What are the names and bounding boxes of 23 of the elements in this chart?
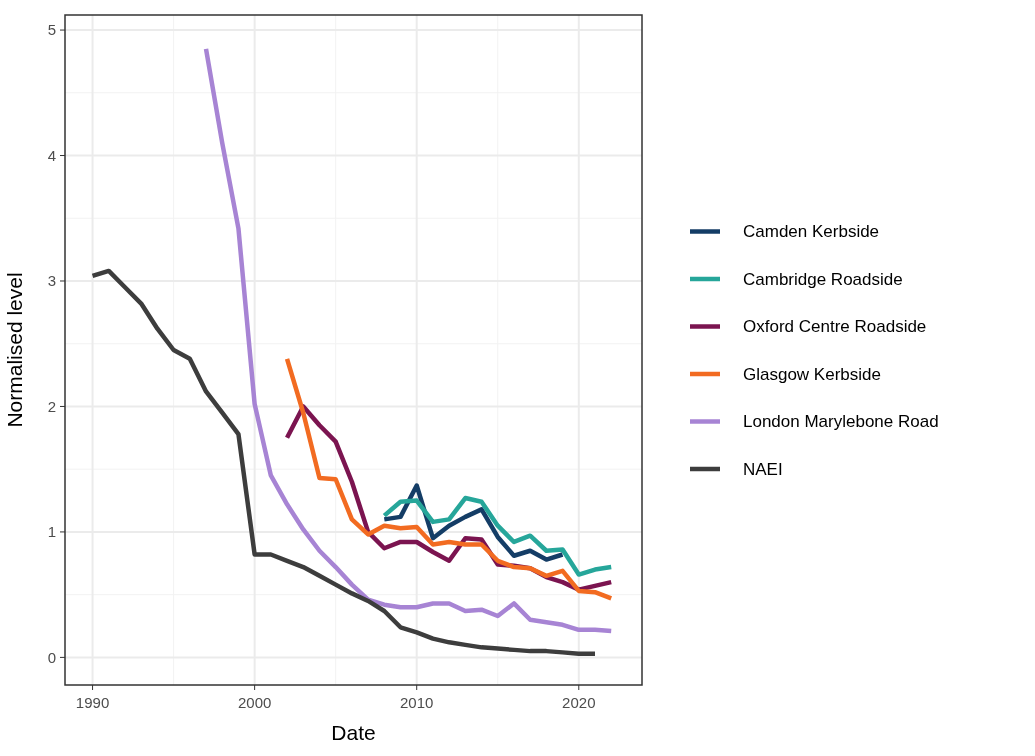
line-series — [90, 268, 598, 656]
y-tick-label: 1 — [47, 523, 56, 541]
line-series — [382, 483, 565, 562]
legend-label: London Marylebone Road — [743, 412, 939, 432]
x-tick-label: 1990 — [75, 694, 110, 711]
line-series — [284, 356, 614, 601]
x-axis-title: Date — [331, 721, 376, 744]
y-tick-label: 4 — [47, 146, 56, 164]
line-series — [382, 495, 614, 577]
x-tick-label: 2000 — [237, 694, 272, 711]
legend-label: Oxford Centre Roadside — [743, 317, 927, 337]
y-tick-label: 3 — [47, 272, 56, 290]
legend-label: Cambridge Roadside — [743, 269, 903, 289]
legend-label: NAEI — [743, 459, 783, 479]
x-tick-label: 2020 — [562, 694, 596, 711]
y-tick-label: 0 — [47, 648, 56, 666]
x-tick-label: 2010 — [400, 694, 434, 711]
y-tick-label: 2 — [47, 397, 56, 415]
y-axis-title: Normalised level — [3, 272, 26, 428]
line-series — [203, 46, 614, 634]
y-tick-label: 5 — [47, 21, 56, 39]
legend-label: Glasgow Kerbside — [743, 364, 881, 384]
legend-label: Camden Kerbside — [743, 222, 880, 242]
